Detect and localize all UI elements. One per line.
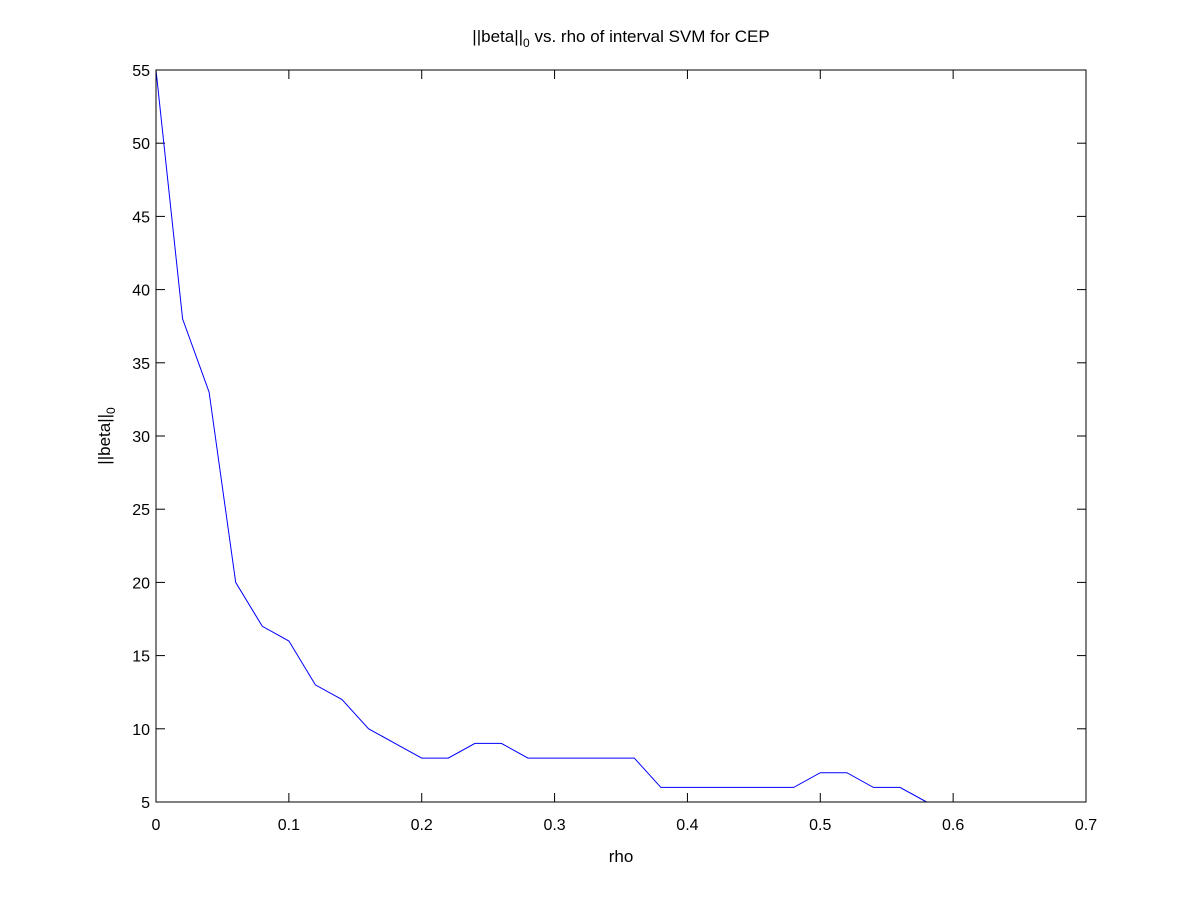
title-rest: vs. rho of interval SVM for CEP [530, 27, 770, 46]
x-tick-label: 0.3 [543, 817, 565, 834]
y-tick-label: 45 [132, 209, 150, 226]
y-tick-label: 35 [132, 356, 150, 373]
series-line [155, 69, 927, 803]
y-tick-label: 30 [132, 429, 150, 446]
title-subscript: 0 [523, 36, 530, 50]
y-axis-label: ||beta||0 [95, 407, 118, 465]
x-tick-labels: 0 0.1 0.2 0.3 0.4 0.5 0.6 0.7 [152, 817, 1098, 834]
ylabel-main: ||beta|| [95, 414, 114, 465]
y-tick-label: 15 [132, 649, 150, 666]
plot-background [156, 70, 1086, 802]
x-axis-label: rho [609, 847, 634, 866]
x-tick-label: 0.7 [1075, 817, 1097, 834]
y-tick-label: 40 [132, 283, 150, 300]
title-main: ||beta|| [472, 27, 523, 46]
ylabel-subscript: 0 [104, 407, 118, 414]
y-tick-label: 10 [132, 722, 150, 739]
x-tick-label: 0.6 [942, 817, 964, 834]
x-tick-label: 0.1 [278, 817, 300, 834]
chart-title: ||beta||0 vs. rho of interval SVM for CE… [472, 27, 769, 50]
plot-frame [155, 69, 1087, 803]
series-group [155, 69, 927, 803]
x-tick-label: 0.5 [809, 817, 831, 834]
y-tick-label: 25 [132, 502, 150, 519]
y-tick-label: 50 [132, 136, 150, 153]
y-tick-labels: 5 10 15 20 25 30 35 40 45 50 55 [132, 63, 150, 812]
x-tick-label: 0 [152, 817, 161, 834]
x-tick-label: 0.4 [676, 817, 698, 834]
y-tick-label: 55 [132, 63, 150, 80]
y-tick-label: 5 [141, 795, 150, 812]
y-tick-label: 20 [132, 575, 150, 592]
x-tick-label: 0.2 [411, 817, 433, 834]
